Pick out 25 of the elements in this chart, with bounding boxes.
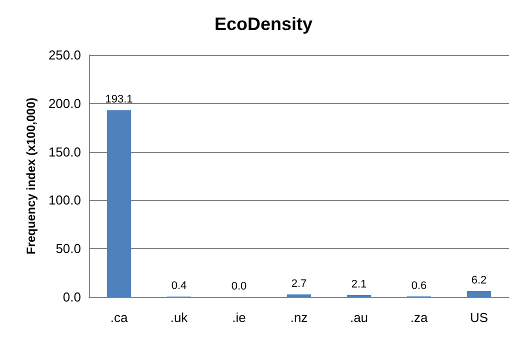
x-tick-label: .au bbox=[350, 310, 368, 325]
bar bbox=[107, 110, 131, 297]
data-label: 0.6 bbox=[411, 280, 427, 292]
data-label: 193.1 bbox=[105, 94, 133, 106]
y-tick-label: 100.0 bbox=[48, 192, 81, 208]
bar bbox=[287, 294, 311, 297]
y-tick-label: 50.0 bbox=[56, 241, 81, 256]
data-label: 0.0 bbox=[231, 280, 247, 292]
x-tick-label: .nz bbox=[290, 310, 308, 325]
x-tick-label: .za bbox=[410, 310, 428, 325]
data-label: 0.4 bbox=[171, 280, 187, 292]
data-label: 6.2 bbox=[471, 274, 487, 286]
chart-title: EcoDensity bbox=[214, 14, 313, 34]
y-tick-label: 200.0 bbox=[48, 96, 81, 111]
bar bbox=[467, 291, 491, 297]
data-label: 2.1 bbox=[351, 278, 367, 290]
x-tick-label: .ie bbox=[232, 310, 246, 325]
y-tick-label: 150.0 bbox=[48, 144, 81, 160]
y-axis-title: Frequency index (x100,000) bbox=[24, 98, 38, 254]
data-label: 2.7 bbox=[291, 278, 307, 290]
x-tick-label: .uk bbox=[170, 310, 188, 325]
x-tick-label: .ca bbox=[110, 310, 128, 325]
y-tick-label: 0.0 bbox=[62, 290, 81, 304]
x-tick-label: US bbox=[470, 310, 488, 325]
y-tick-label: 250.0 bbox=[48, 48, 81, 62]
